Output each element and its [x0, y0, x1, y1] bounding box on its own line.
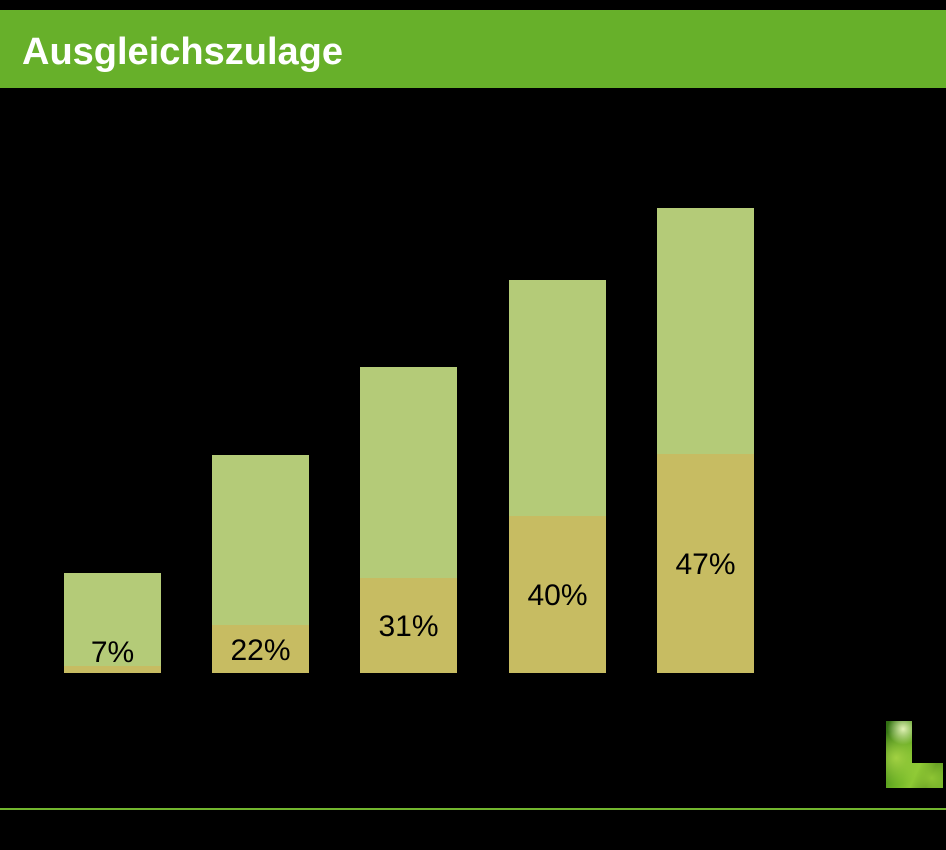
- bar-value-label: 47%: [675, 548, 736, 581]
- bar-value-label: 40%: [527, 579, 588, 612]
- stacked-bar-chart: 7% 22% 31% 40% 47%: [64, 208, 754, 673]
- bar-segment-top: [212, 455, 309, 625]
- bar-value-label: 7%: [90, 636, 135, 669]
- bar-segment-bottom: [360, 578, 457, 673]
- bar: 22%: [212, 455, 309, 673]
- bar-segment-bottom: [657, 454, 754, 673]
- header-bar: Ausgleichszulage: [0, 10, 946, 88]
- bar-segment-bottom: [509, 516, 606, 673]
- bar-segment-bottom: [64, 666, 161, 673]
- bar-segment-top: [509, 280, 606, 516]
- bar-segment-top: [360, 367, 457, 578]
- bar-segment-bottom: [212, 625, 309, 673]
- leaf-photo-l-logo-icon: [886, 721, 943, 788]
- footer-divider-line: [0, 808, 946, 810]
- bar: 47%: [657, 208, 754, 673]
- bar-value-label: 22%: [230, 634, 291, 667]
- bar: 7%: [64, 573, 161, 673]
- bar-value-label: 31%: [378, 610, 439, 643]
- bar: 40%: [509, 280, 606, 673]
- page-title: Ausgleichszulage: [22, 31, 343, 73]
- bar-segment-top: [657, 208, 754, 454]
- bar-segment-top: [64, 573, 161, 666]
- bar: 31%: [360, 367, 457, 673]
